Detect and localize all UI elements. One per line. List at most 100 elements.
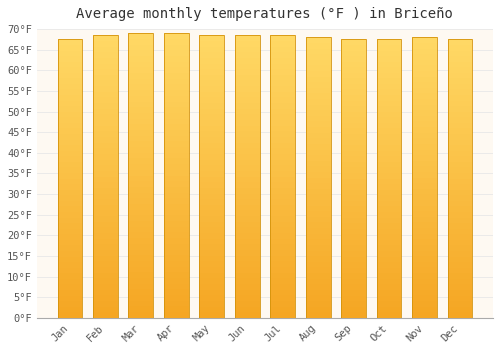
Bar — [412, 71, 437, 77]
Bar — [376, 240, 402, 245]
Bar — [58, 184, 82, 190]
Bar — [164, 244, 188, 250]
Bar — [93, 92, 118, 97]
Bar — [412, 133, 437, 138]
Bar — [128, 204, 154, 210]
Bar — [448, 268, 472, 273]
Bar — [58, 218, 82, 223]
Bar — [376, 195, 402, 201]
Bar — [270, 35, 295, 41]
Bar — [128, 255, 154, 261]
Bar — [58, 168, 82, 173]
Bar — [58, 178, 82, 184]
Bar — [200, 256, 224, 261]
Bar — [306, 77, 330, 82]
Bar — [270, 41, 295, 47]
Bar — [235, 244, 260, 250]
Bar — [58, 101, 82, 106]
Bar — [58, 223, 82, 229]
Bar — [270, 228, 295, 233]
Bar — [164, 79, 188, 84]
Bar — [235, 137, 260, 143]
Bar — [93, 295, 118, 301]
Bar — [164, 312, 188, 318]
Bar — [58, 145, 82, 151]
Bar — [93, 210, 118, 216]
Bar — [341, 145, 366, 151]
Bar — [341, 212, 366, 218]
Bar — [412, 110, 437, 116]
Bar — [341, 273, 366, 279]
Bar — [235, 289, 260, 295]
Bar — [58, 162, 82, 168]
Bar — [341, 257, 366, 262]
Bar — [58, 106, 82, 112]
Bar — [164, 107, 188, 113]
Bar — [448, 151, 472, 156]
Bar — [164, 33, 188, 39]
Bar — [412, 228, 437, 234]
Bar — [128, 193, 154, 198]
Bar — [58, 39, 82, 318]
Bar — [164, 153, 188, 159]
Bar — [270, 301, 295, 307]
Bar — [376, 290, 402, 296]
Bar — [235, 148, 260, 154]
Bar — [235, 58, 260, 63]
Bar — [306, 262, 330, 267]
Bar — [164, 250, 188, 255]
Bar — [93, 120, 118, 126]
Bar — [93, 103, 118, 109]
Bar — [200, 165, 224, 171]
Bar — [306, 43, 330, 49]
Bar — [164, 159, 188, 164]
Bar — [58, 240, 82, 245]
Bar — [376, 67, 402, 73]
Bar — [200, 69, 224, 75]
Bar — [341, 140, 366, 145]
Bar — [341, 190, 366, 195]
Bar — [93, 86, 118, 92]
Bar — [306, 239, 330, 245]
Bar — [235, 301, 260, 307]
Bar — [376, 184, 402, 190]
Bar — [376, 223, 402, 229]
Bar — [341, 151, 366, 156]
Bar — [448, 234, 472, 240]
Bar — [164, 227, 188, 232]
Bar — [164, 67, 188, 73]
Bar — [341, 112, 366, 117]
Bar — [128, 73, 154, 79]
Bar — [128, 175, 154, 181]
Bar — [58, 62, 82, 67]
Bar — [128, 244, 154, 250]
Bar — [58, 190, 82, 195]
Bar — [235, 120, 260, 126]
Bar — [306, 116, 330, 121]
Bar — [200, 109, 224, 114]
Bar — [164, 238, 188, 244]
Bar — [270, 75, 295, 80]
Bar — [164, 261, 188, 267]
Bar — [448, 190, 472, 195]
Bar — [448, 73, 472, 78]
Bar — [412, 82, 437, 88]
Bar — [376, 95, 402, 101]
Bar — [306, 245, 330, 251]
Bar — [376, 117, 402, 123]
Bar — [341, 296, 366, 301]
Bar — [341, 307, 366, 312]
Bar — [200, 182, 224, 188]
Bar — [235, 239, 260, 244]
Bar — [306, 183, 330, 189]
Bar — [341, 285, 366, 290]
Bar — [376, 206, 402, 212]
Bar — [58, 312, 82, 318]
Bar — [306, 155, 330, 161]
Bar — [58, 95, 82, 101]
Bar — [200, 278, 224, 284]
Bar — [164, 119, 188, 124]
Bar — [412, 223, 437, 228]
Bar — [200, 63, 224, 69]
Bar — [448, 145, 472, 151]
